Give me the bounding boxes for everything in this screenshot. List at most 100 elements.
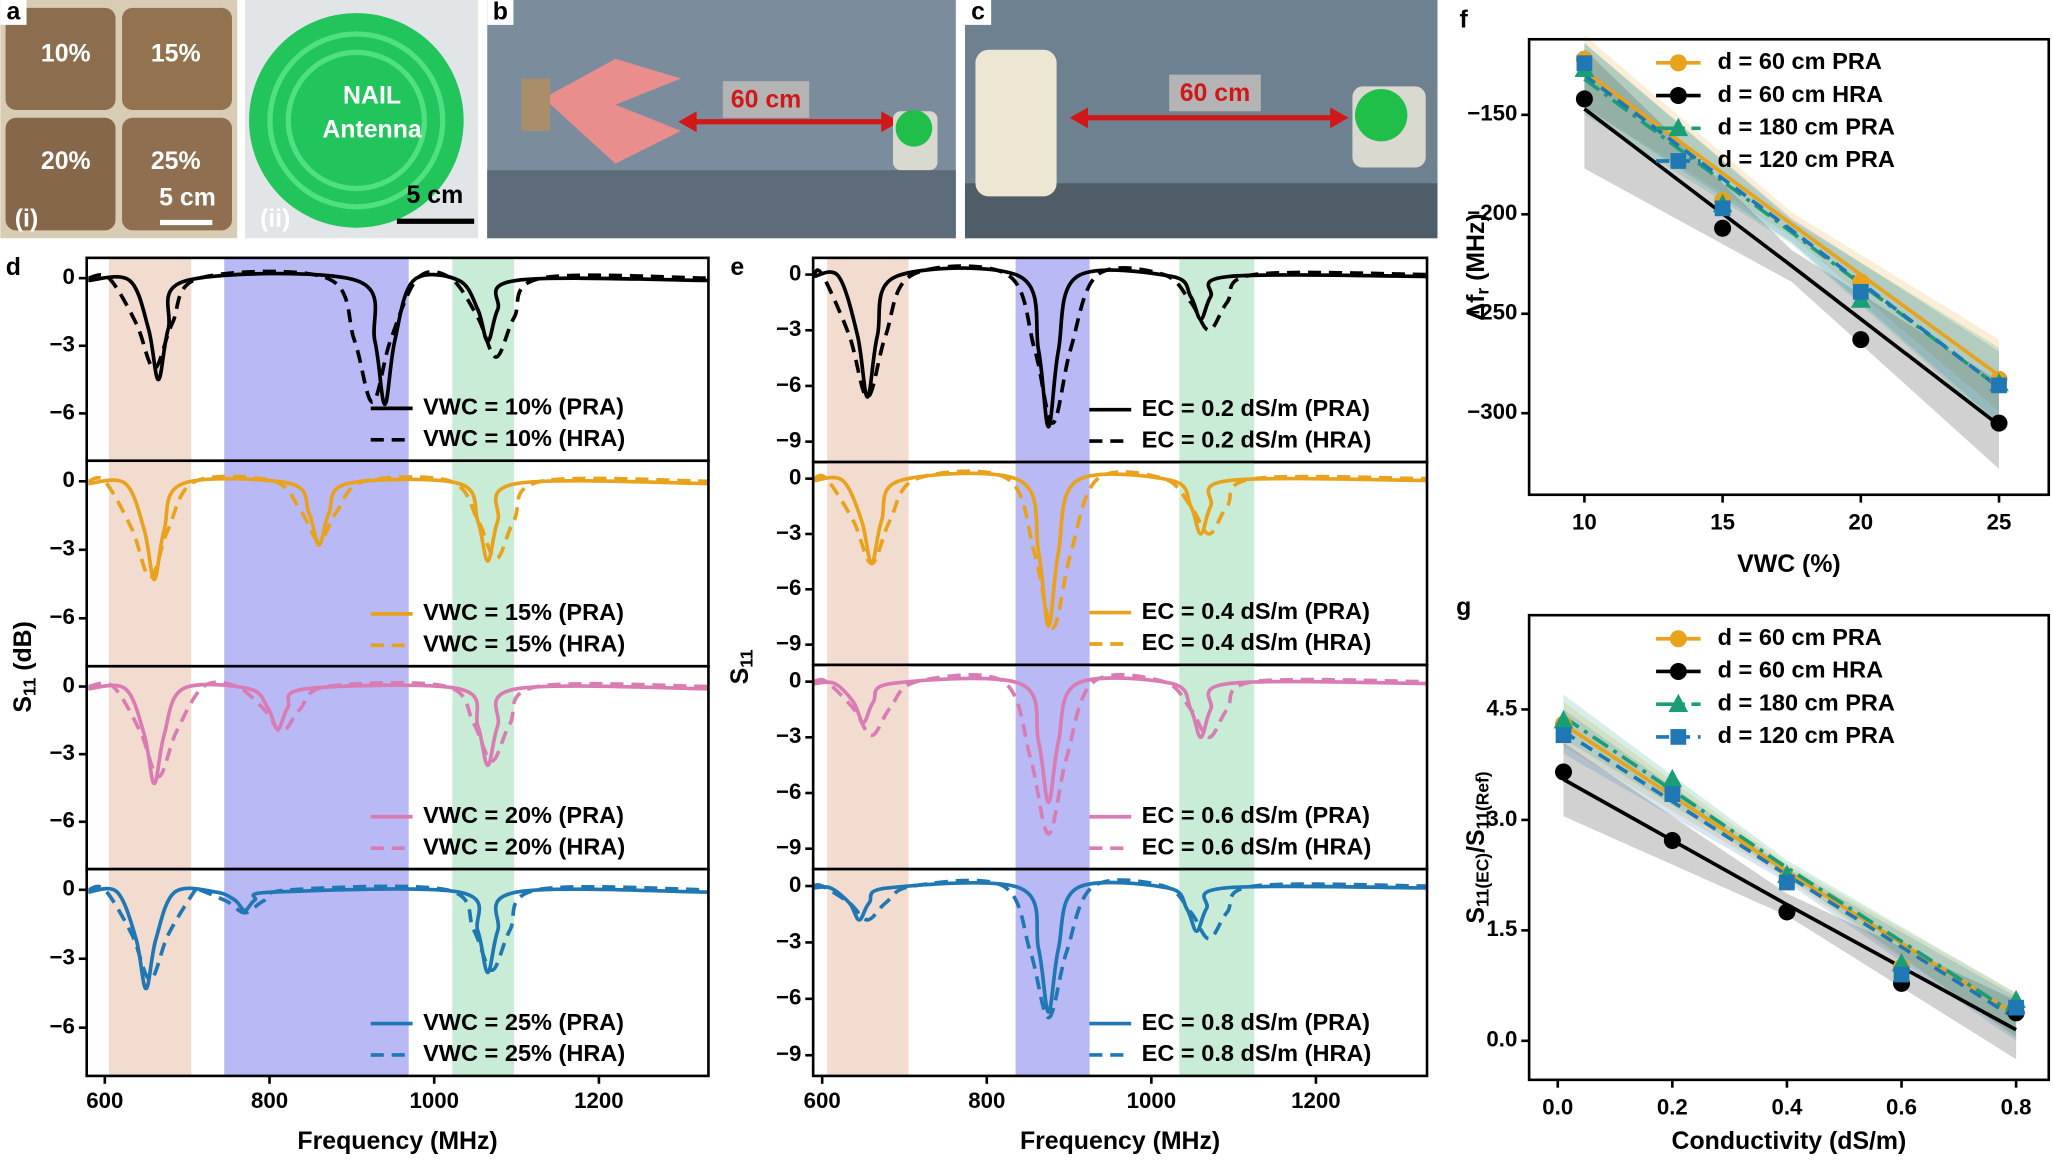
band bbox=[1015, 462, 1090, 665]
legend-label: d = 60 cm PRA bbox=[1718, 624, 1882, 650]
band bbox=[1015, 869, 1090, 1076]
band bbox=[224, 257, 409, 461]
point bbox=[1662, 768, 1683, 788]
y-tick-label: 0 bbox=[789, 260, 801, 285]
band bbox=[224, 666, 409, 870]
legend-label: EC = 0.2 dS/m (HRA) bbox=[1142, 426, 1372, 452]
y-tick-label: 0 bbox=[63, 876, 75, 901]
y-tick-label: −300 bbox=[1467, 399, 1517, 424]
arrow-head bbox=[678, 111, 697, 133]
x-tick-label: 800 bbox=[968, 1088, 1005, 1113]
legend-label: d = 180 cm PRA bbox=[1718, 113, 1895, 139]
arrow-head bbox=[881, 111, 900, 133]
point bbox=[1714, 219, 1732, 237]
line bbox=[813, 880, 1428, 1014]
point bbox=[1779, 874, 1795, 891]
legend-label: d = 60 cm HRA bbox=[1718, 81, 1884, 107]
y-tick-label: 1.5 bbox=[1486, 916, 1517, 941]
y-axis-label-part: r bbox=[1472, 288, 1492, 295]
y-tick-label: −9 bbox=[776, 835, 801, 860]
fit-line bbox=[1583, 69, 2001, 377]
y-tick-label: −6 bbox=[776, 575, 801, 600]
y-tick-label: −9 bbox=[776, 631, 801, 656]
y-tick-label: 0 bbox=[63, 672, 75, 697]
antenna-box bbox=[975, 49, 1057, 197]
distance-label: 60 cm bbox=[1180, 79, 1251, 107]
arrow-head bbox=[1069, 107, 1089, 129]
panel-letter: f bbox=[1460, 6, 1469, 34]
line bbox=[813, 673, 1428, 836]
y-tick-label: −150 bbox=[1467, 101, 1517, 126]
antenna-disk bbox=[249, 13, 464, 228]
legend-marker bbox=[1669, 630, 1687, 648]
frame bbox=[85, 867, 710, 1078]
band bbox=[224, 460, 409, 667]
plot-area bbox=[813, 264, 1428, 429]
x-tick-label: 0.0 bbox=[1542, 1095, 1573, 1120]
x-axis-label: Frequency (MHz) bbox=[297, 1127, 497, 1155]
y-axis-label-part: 11 bbox=[736, 649, 756, 668]
band bbox=[452, 666, 515, 870]
photo-floor bbox=[487, 170, 956, 239]
point bbox=[1893, 966, 1910, 983]
photo-antenna: NAIL Antenna 5 cm (ii) bbox=[245, 0, 479, 239]
line bbox=[813, 264, 1428, 425]
y-axis-label-part: S bbox=[1461, 907, 1489, 924]
soil-label: 10% bbox=[41, 40, 91, 68]
legend-marker bbox=[1669, 662, 1687, 680]
x-tick-label: 600 bbox=[86, 1088, 123, 1113]
line bbox=[87, 474, 709, 580]
line bbox=[87, 884, 709, 982]
point bbox=[1664, 786, 1681, 802]
point bbox=[1575, 90, 1593, 108]
point bbox=[1576, 55, 1593, 71]
legend-marker bbox=[1668, 117, 1689, 137]
line bbox=[88, 269, 709, 404]
band bbox=[452, 869, 515, 1076]
soil-label: 25% bbox=[151, 147, 201, 175]
soil-box bbox=[5, 7, 116, 110]
fit-line bbox=[1583, 107, 2001, 427]
photo-b: 60 cm b bbox=[487, 0, 956, 239]
x-tick-label: 20 bbox=[1848, 509, 1873, 534]
band bbox=[1179, 257, 1255, 463]
letter-bg bbox=[487, 0, 514, 25]
y-tick-label: 0 bbox=[789, 872, 801, 897]
panel-letter: g bbox=[1456, 593, 1471, 621]
plot-area bbox=[88, 269, 709, 407]
y-tick-label: −6 bbox=[776, 372, 801, 397]
line bbox=[88, 680, 709, 779]
line bbox=[813, 878, 1428, 1020]
point bbox=[1852, 284, 1869, 300]
scale-label: 5 cm bbox=[407, 181, 464, 209]
band bbox=[1015, 257, 1090, 463]
x-tick-label: 1000 bbox=[409, 1088, 459, 1113]
y-axis-label: S11(EC)/S11(Ref) bbox=[1461, 771, 1492, 923]
soil-box bbox=[5, 117, 116, 231]
frame bbox=[1527, 613, 2051, 1082]
line bbox=[88, 271, 709, 407]
x-tick-label: 0.8 bbox=[2001, 1095, 2032, 1120]
plot-area bbox=[87, 474, 709, 582]
point bbox=[1663, 832, 1681, 850]
point bbox=[1554, 763, 1573, 781]
panel-letter: a bbox=[6, 0, 20, 26]
y-tick-label: −3 bbox=[776, 520, 801, 545]
point bbox=[1555, 727, 1572, 744]
distance-label: 60 cm bbox=[731, 85, 802, 113]
line bbox=[88, 886, 709, 991]
arrow-head bbox=[1330, 107, 1349, 129]
legend-label: VWC = 15% (HRA) bbox=[423, 631, 625, 657]
point bbox=[1553, 710, 1574, 729]
y-tick-label: 4.5 bbox=[1486, 695, 1517, 720]
soil-label: 20% bbox=[41, 147, 91, 175]
point bbox=[1991, 377, 2007, 394]
band bbox=[224, 869, 409, 1076]
x-tick-label: 1200 bbox=[1291, 1088, 1340, 1113]
y-tick-label: −6 bbox=[776, 779, 801, 804]
x-tick-label: 800 bbox=[251, 1088, 288, 1113]
x-tick-label: 1200 bbox=[574, 1088, 624, 1113]
band bbox=[1179, 462, 1255, 665]
antenna-shape bbox=[543, 58, 681, 164]
